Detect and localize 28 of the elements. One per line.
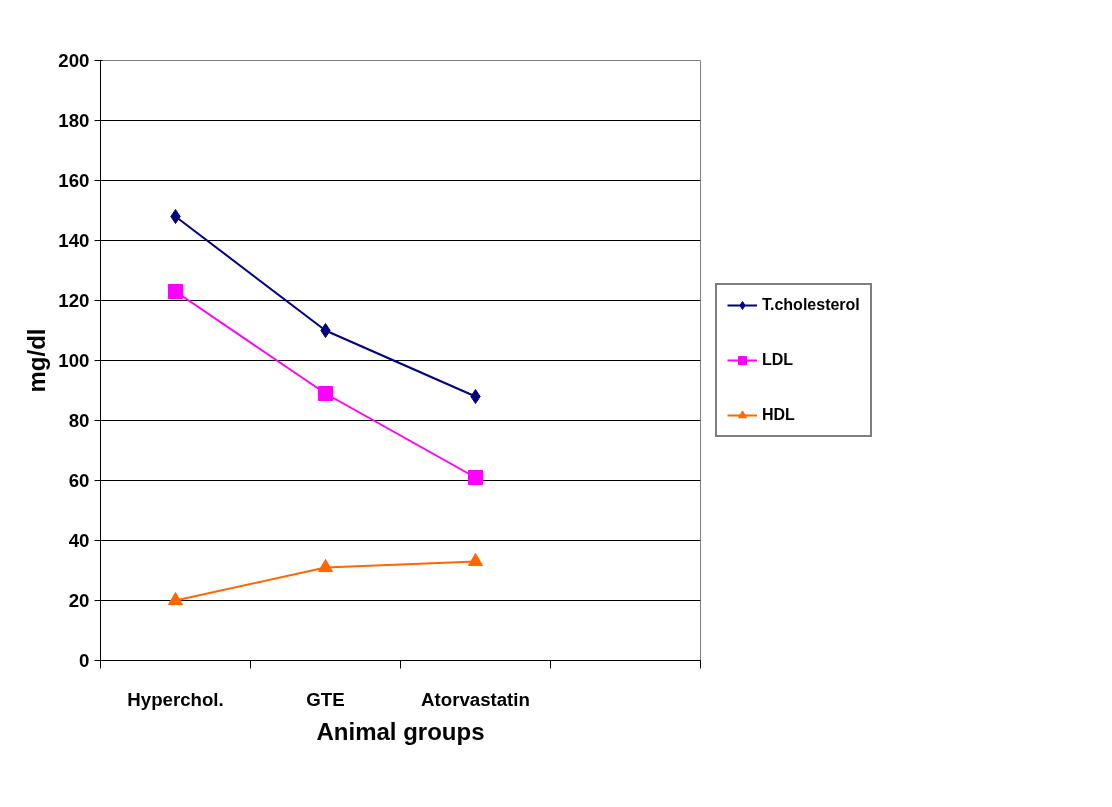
point — [170, 209, 181, 224]
x-tick-label: Hyperchol. — [127, 688, 224, 710]
point — [168, 591, 183, 606]
x-tick-label: Atorvastatin — [421, 688, 530, 710]
y-axis-title: mg/dl — [23, 328, 51, 393]
point — [318, 558, 333, 573]
legend-label: LDL — [762, 351, 794, 369]
y-tick-label: 120 — [58, 290, 90, 311]
legend-label: T.cholesterol — [762, 296, 860, 314]
y-tick-label: 100 — [58, 350, 90, 371]
y-tick-label: 40 — [68, 530, 90, 551]
y-tick-label: 200 — [58, 50, 90, 71]
point — [468, 470, 483, 485]
y-tick-label: 140 — [58, 230, 90, 251]
legend-label: HDL — [762, 406, 795, 424]
point — [320, 323, 331, 338]
point — [470, 389, 481, 404]
point — [168, 284, 183, 299]
point — [318, 386, 333, 401]
x-tick-label: GTE — [306, 688, 345, 710]
x-axis-title: Animal groups — [316, 717, 485, 745]
point — [468, 552, 483, 567]
y-tick-label: 80 — [68, 410, 90, 431]
y-tick-label: 20 — [68, 590, 90, 611]
y-tick-label: 160 — [58, 170, 90, 191]
y-tick-label: 0 — [79, 650, 90, 671]
y-tick-label: 60 — [68, 470, 90, 491]
y-tick-label: 180 — [58, 110, 90, 131]
